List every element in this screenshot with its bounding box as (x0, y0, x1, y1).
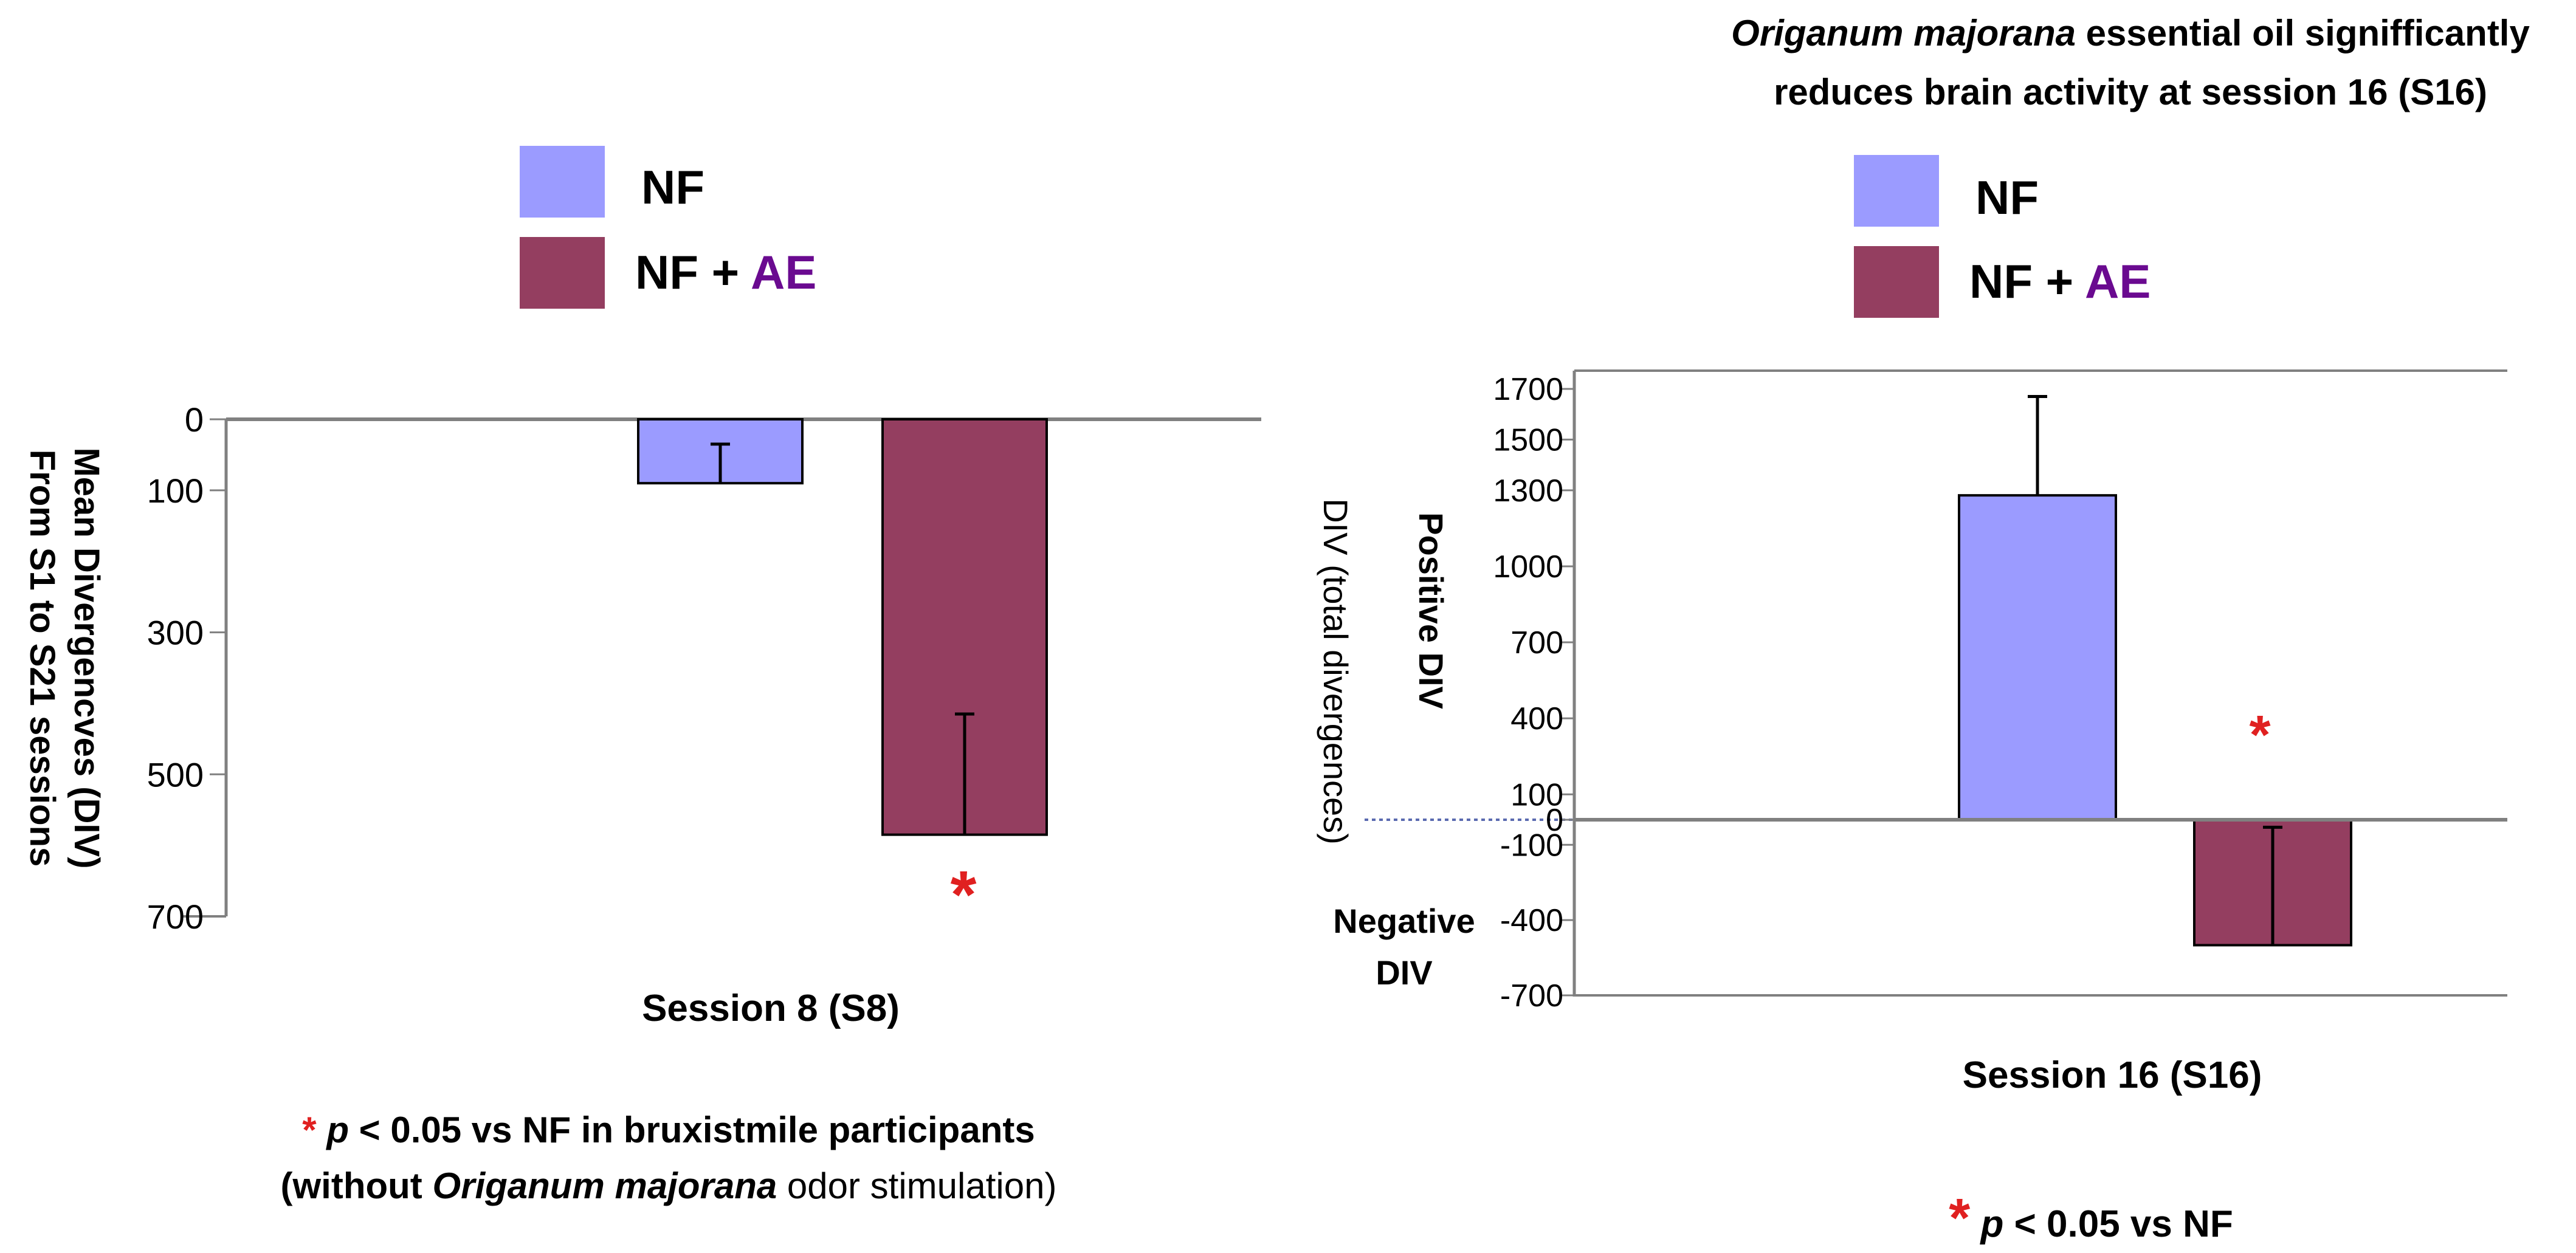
right-y-tick-label: -700 (1500, 978, 1563, 1014)
left-y-axis-title-line2: From S1 to S21 sessions (22, 450, 62, 867)
left-y-tick-label: 100 (147, 472, 204, 510)
left-legend-nfae-swatch (520, 237, 605, 309)
right-positive-div-label: Positive DIV (1412, 512, 1450, 709)
right-y-tick-label: 1700 (1493, 372, 1563, 407)
right-y-tick-label: 700 (1510, 625, 1563, 661)
left-y-tick-label: 0 (185, 400, 204, 439)
right-negative-div-label-line2: DIV (1376, 953, 1432, 992)
right-legend-nfae-label: NF + AE (1969, 255, 2151, 308)
right-y-tick-label: 1000 (1493, 549, 1563, 585)
left-legend: NF NF + AE (520, 146, 816, 309)
right-y-tick-label: 400 (1510, 701, 1563, 736)
right-legend-nfae-swatch (1854, 246, 1939, 318)
left-y-ticks: 0 100 300 500 700 (147, 400, 226, 936)
left-footnote-line1: * p < 0.05 vs NF in bruxistmile particip… (302, 1110, 1035, 1150)
right-bar-nf (1958, 494, 2117, 821)
right-y-axis-title: DIV (total divergences) (1317, 498, 1355, 845)
left-bars (637, 418, 1048, 836)
left-x-axis-label: Session 8 (S8) (642, 987, 900, 1029)
right-negative-div-label-line1: Negative (1333, 902, 1475, 940)
right-y-tick-label: 0 (1546, 803, 1563, 838)
right-footnote: * p < 0.05 vs NF (1949, 1188, 2233, 1249)
left-y-tick-label: 700 (147, 898, 204, 936)
left-chart: NF NF + AE Mean Divergencves (DIV) From … (22, 146, 1261, 1206)
left-significance-star: * (951, 857, 977, 932)
right-bars (1958, 395, 2352, 947)
right-y-tick-label: 1300 (1493, 473, 1563, 509)
left-footnote-line2: (without Origanum majorana odor stimulat… (281, 1165, 1057, 1206)
left-y-tick-label: 300 (147, 614, 204, 652)
left-legend-nf-label: NF (641, 160, 704, 214)
right-chart-title-line1: Origanum majorana essential oil signiffi… (1731, 13, 2530, 53)
right-x-axis-label: Session 16 (S16) (1963, 1054, 2262, 1096)
left-legend-nfae-label: NF + AE (635, 245, 816, 299)
right-legend-nf-label: NF (1975, 171, 2039, 224)
right-significance-star: * (2249, 705, 2270, 766)
right-legend-nf-swatch (1854, 155, 1939, 227)
right-y-tick-label: -400 (1500, 903, 1563, 938)
right-y-tick-label: -100 (1500, 828, 1563, 863)
right-chart-title-line2: reduces brain activity at session 16 (S1… (1774, 72, 2487, 112)
left-y-tick-label: 500 (147, 755, 204, 794)
right-chart: Origanum majorana essential oil signiffi… (1317, 13, 2530, 1249)
left-legend-nf-swatch (520, 146, 605, 218)
left-y-axis-title-line1: Mean Divergencves (DIV) (67, 447, 106, 868)
right-y-tick-label: 100 (1510, 777, 1563, 812)
right-y-tick-label: 1500 (1493, 422, 1563, 458)
right-legend: NF NF + AE (1854, 155, 2151, 318)
